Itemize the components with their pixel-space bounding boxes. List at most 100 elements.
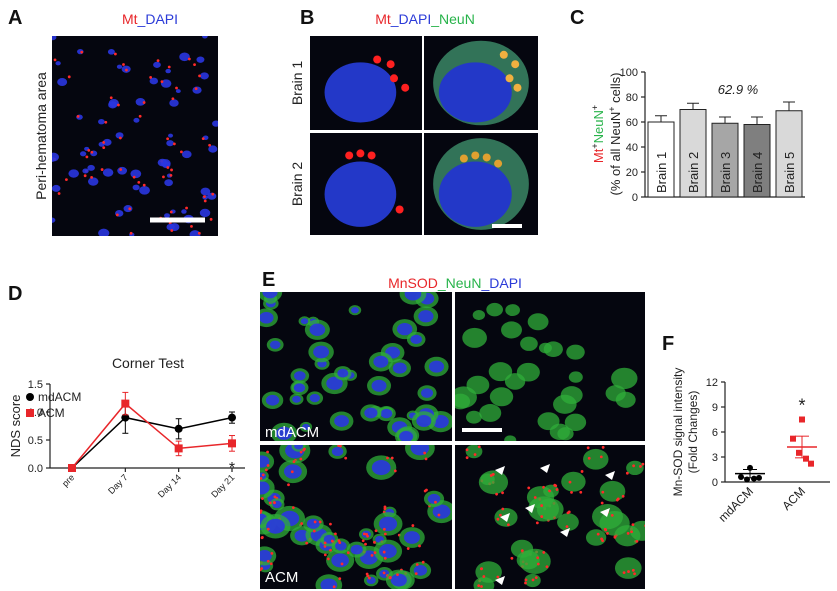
point [738,474,744,480]
nucleus [410,334,422,345]
cell [478,470,509,495]
nucleus [168,133,174,138]
dot [114,52,117,56]
dot [510,556,514,560]
dot [356,149,365,158]
dot [641,462,645,466]
point [790,435,796,442]
y-tick-label: 100 [620,67,638,79]
dot [203,199,207,203]
nucleus [306,518,320,529]
y-tick-label: 0 [632,192,638,204]
dot [644,524,645,528]
dot [495,492,498,496]
bar [743,124,771,198]
nucleus [326,376,343,390]
nucleus [165,68,171,74]
dot [273,495,277,499]
cell [520,336,538,351]
y-axis-label: Mt+NeuN+ [590,105,606,163]
dot [395,205,404,214]
dot [264,468,268,472]
dot [421,560,425,564]
dot [337,539,341,543]
dot [615,498,619,502]
cell [561,471,586,492]
dot [633,572,636,576]
dot [326,557,330,561]
arrowhead [500,513,510,522]
nucleus [52,184,61,192]
nucleus [266,518,285,534]
arrowhead [600,508,610,517]
nucleus [260,311,274,324]
nucleus [87,164,95,171]
nucleus [115,132,124,139]
micrograph-content [465,445,645,589]
dot [104,120,108,124]
nucleus [57,78,68,87]
dot [373,55,382,64]
dot [524,581,527,585]
dot [115,213,119,217]
dot [266,527,270,531]
panel-title: MnSOD_NeuN_DAPI [388,275,522,291]
nucleus [399,431,413,441]
dot [185,206,188,210]
dot [505,74,514,83]
nucleus [265,394,280,406]
nucleus [294,445,304,450]
dot [401,83,410,92]
dot [596,532,600,536]
cell [605,385,626,402]
dot [396,573,399,577]
micrograph-content [324,55,410,123]
dot [129,231,133,235]
dot [169,173,173,177]
nucleus [133,117,140,123]
y-tick-label: 9 [712,402,718,414]
dot [329,548,332,552]
dot [555,488,559,491]
dot [149,76,153,79]
dot [390,74,398,83]
nucleus [331,446,344,457]
y-tick-label: 60 [626,117,638,129]
nucleus [157,158,168,167]
bar [775,110,803,198]
y-tick-label: 80 [626,92,638,104]
nucleus [371,379,387,392]
dot [496,575,500,579]
point [796,449,802,456]
dot [300,522,304,525]
dot [601,445,605,449]
dot [506,523,510,527]
dot [382,571,386,575]
dot [269,562,273,566]
micrograph-content [52,36,218,236]
x-tick-label: Day 14 [156,472,183,499]
cell [614,557,642,579]
dot [203,195,206,199]
dot [540,504,544,507]
point [121,413,130,422]
nucleus [175,89,181,94]
panel-title: Mt_DAPI_NeuN [375,11,475,27]
series-line [71,402,233,469]
nucleus [199,72,209,80]
dot [65,178,68,182]
dot [305,541,309,545]
stain: Mt [375,11,391,27]
dot [418,544,421,548]
dot [437,513,441,517]
dot [193,63,196,66]
nucleus [202,36,208,39]
dot [622,571,626,575]
dot [53,58,57,62]
arrowhead [560,528,570,537]
nucleus [166,223,175,231]
nucleus [427,493,441,504]
nucleus [107,49,115,55]
nucleus [292,395,301,403]
cell [599,480,626,502]
